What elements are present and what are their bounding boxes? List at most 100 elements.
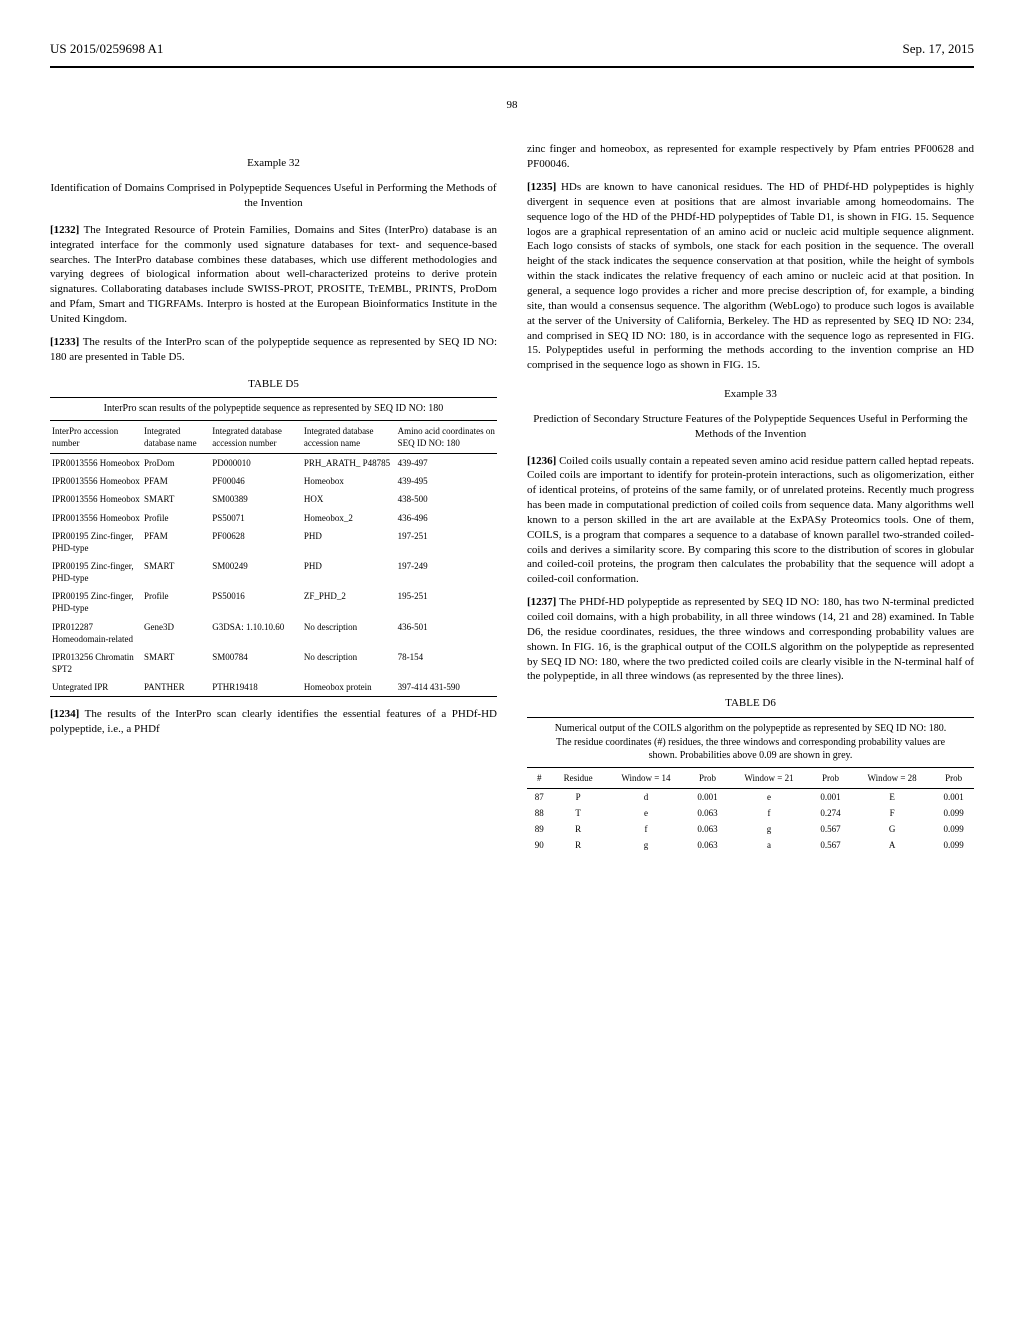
table-cell: d xyxy=(605,788,687,805)
example-33-heading: Example 33 xyxy=(527,387,974,402)
table-cell: PHD xyxy=(302,557,396,587)
table-cell: PTHR19418 xyxy=(210,678,302,697)
table-cell: 197-251 xyxy=(396,527,497,557)
table-cell: PFAM xyxy=(142,527,210,557)
table-cell: 195-251 xyxy=(396,587,497,617)
example-32-title: Identification of Domains Comprised in P… xyxy=(50,181,497,211)
para-1234-num: [1234] xyxy=(50,708,79,720)
table-cell: Homeobox xyxy=(302,472,396,490)
table-row: 90Rg0.063a0.567A0.099 xyxy=(527,837,974,853)
table-cell: a xyxy=(728,837,810,853)
table-cell: PHD xyxy=(302,527,396,557)
table-cell: 0.063 xyxy=(687,805,728,821)
table-cell: P xyxy=(551,788,604,805)
table-d6-heading: TABLE D6 xyxy=(527,696,974,711)
table-cell: ZF_PHD_2 xyxy=(302,587,396,617)
table-cell: PS50016 xyxy=(210,587,302,617)
table-header: Prob xyxy=(933,767,974,788)
table-cell: F xyxy=(851,805,933,821)
table-cell: g xyxy=(728,821,810,837)
right-column: zinc finger and homeobox, as represented… xyxy=(527,142,974,863)
table-cell: PANTHER xyxy=(142,678,210,697)
table-cell: Untegrated IPR xyxy=(50,678,142,697)
table-cell: f xyxy=(605,821,687,837)
table-cell: IPR00195 Zinc-finger, PHD-type xyxy=(50,527,142,557)
table-cell: Gene3D xyxy=(142,618,210,648)
para-1235: [1235] HDs are known to have canonical r… xyxy=(527,180,974,373)
table-header: Window = 21 xyxy=(728,767,810,788)
table-d5-heading: TABLE D5 xyxy=(50,377,497,392)
table-cell: g xyxy=(605,837,687,853)
para-1236-num: [1236] xyxy=(527,455,556,467)
table-cell: 88 xyxy=(527,805,551,821)
para-1233-num: [1233] xyxy=(50,336,79,348)
table-row: IPR0013556 HomeoboxProfilePS50071Homeobo… xyxy=(50,509,497,527)
page-header: US 2015/0259698 A1 Sep. 17, 2015 xyxy=(50,40,974,58)
table-cell: SM00784 xyxy=(210,648,302,678)
pub-number: US 2015/0259698 A1 xyxy=(50,40,163,58)
table-cell: IPR0013556 Homeobox xyxy=(50,490,142,508)
table-cell: 197-249 xyxy=(396,557,497,587)
example-33-title: Prediction of Secondary Structure Featur… xyxy=(527,412,974,442)
para-1232: [1232] The Integrated Resource of Protei… xyxy=(50,223,497,327)
table-cell: SMART xyxy=(142,648,210,678)
table-header: Amino acid coordinates on SEQ ID NO: 180 xyxy=(396,420,497,453)
para-1237-num: [1237] xyxy=(527,596,556,608)
table-row: IPR0013556 HomeoboxPFAMPF00046Homeobox43… xyxy=(50,472,497,490)
table-cell: 0.063 xyxy=(687,821,728,837)
table-header: Integrated database name xyxy=(142,420,210,453)
para-1236: [1236] Coiled coils usually contain a re… xyxy=(527,454,974,588)
table-cell: G xyxy=(851,821,933,837)
table-cell: SMART xyxy=(142,490,210,508)
table-cell: IPR013256 Chromatin SPT2 xyxy=(50,648,142,678)
table-row: IPR012287 Homeodomain-relatedGene3DG3DSA… xyxy=(50,618,497,648)
table-header: Window = 28 xyxy=(851,767,933,788)
para-1235-num: [1235] xyxy=(527,181,556,193)
table-header: Integrated database accession name xyxy=(302,420,396,453)
table-row: IPR0013556 HomeoboxProDomPD000010PRH_ARA… xyxy=(50,454,497,473)
table-cell: PD000010 xyxy=(210,454,302,473)
para-1234-text: The results of the InterPro scan clearly… xyxy=(50,708,497,735)
intro-continuation: zinc finger and homeobox, as represented… xyxy=(527,142,974,172)
header-divider xyxy=(50,66,974,68)
table-d5-caption-wrap: InterPro scan results of the polypeptide… xyxy=(50,397,497,416)
table-d6: # Residue Window = 14 Prob Window = 21 P… xyxy=(527,767,974,854)
table-cell: 0.274 xyxy=(810,805,851,821)
table-header: InterPro accession number xyxy=(50,420,142,453)
table-header: Window = 14 xyxy=(605,767,687,788)
table-row: IPR00195 Zinc-finger, PHD-typePFAMPF0062… xyxy=(50,527,497,557)
para-1235-text: HDs are known to have canonical residues… xyxy=(527,181,974,371)
table-cell: 0.063 xyxy=(687,837,728,853)
table-cell: SM00389 xyxy=(210,490,302,508)
table-cell: 0.099 xyxy=(933,821,974,837)
table-cell: 0.567 xyxy=(810,837,851,853)
table-cell: R xyxy=(551,837,604,853)
table-cell: IPR0013556 Homeobox xyxy=(50,472,142,490)
table-cell: ProDom xyxy=(142,454,210,473)
table-cell: Homeobox protein xyxy=(302,678,396,697)
table-cell: A xyxy=(851,837,933,853)
table-cell: 0.099 xyxy=(933,805,974,821)
para-1232-num: [1232] xyxy=(50,224,79,236)
table-cell: Profile xyxy=(142,587,210,617)
table-cell: f xyxy=(728,805,810,821)
table-cell: 78-154 xyxy=(396,648,497,678)
table-row: IPR00195 Zinc-finger, PHD-typeProfilePS5… xyxy=(50,587,497,617)
para-1236-text: Coiled coils usually contain a repeated … xyxy=(527,455,974,586)
para-1237: [1237] The PHDf-HD polypeptide as repres… xyxy=(527,595,974,684)
table-cell: SMART xyxy=(142,557,210,587)
table-d6-caption: Numerical output of the COILS algorithm … xyxy=(527,722,974,763)
table-cell: No description xyxy=(302,648,396,678)
left-column: Example 32 Identification of Domains Com… xyxy=(50,142,497,863)
table-cell: Profile xyxy=(142,509,210,527)
table-cell: 87 xyxy=(527,788,551,805)
table-cell: IPR0013556 Homeobox xyxy=(50,454,142,473)
table-cell: G3DSA: 1.10.10.60 xyxy=(210,618,302,648)
table-cell: 436-496 xyxy=(396,509,497,527)
table-cell: IPR012287 Homeodomain-related xyxy=(50,618,142,648)
table-cell: IPR0013556 Homeobox xyxy=(50,509,142,527)
para-1232-text: The Integrated Resource of Protein Famil… xyxy=(50,224,497,325)
para-1233: [1233] The results of the InterPro scan … xyxy=(50,335,497,365)
table-cell: 0.567 xyxy=(810,821,851,837)
table-header: Residue xyxy=(551,767,604,788)
